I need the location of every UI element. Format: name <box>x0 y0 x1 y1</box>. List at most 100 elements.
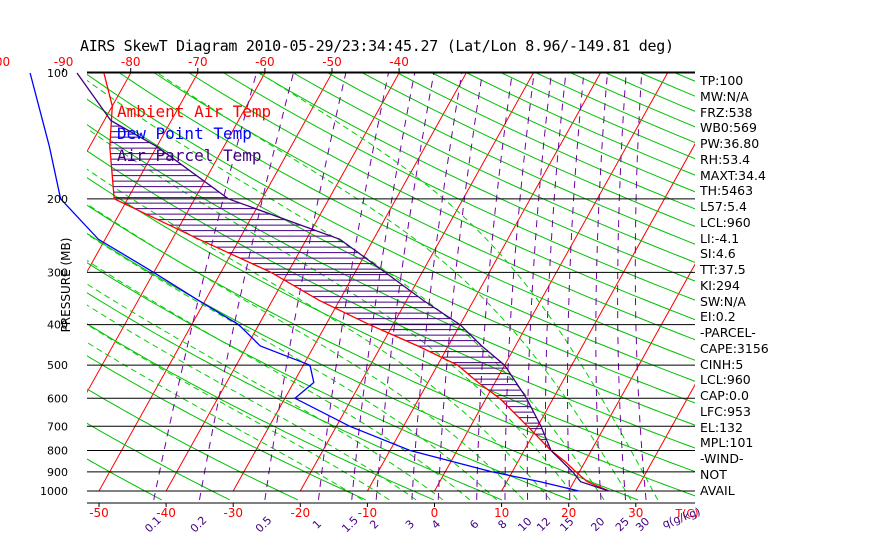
pressure-tick-label: 200 <box>47 193 68 206</box>
isotherm-line <box>165 72 400 492</box>
chart-title: AIRS SkewT Diagram 2010-05-29/23:34:45.2… <box>80 37 674 55</box>
mixing-ratio-line <box>318 72 389 500</box>
isotherm-line <box>87 72 266 394</box>
mixing-ratio-label: 3 <box>403 517 417 531</box>
mixing-ratio-line <box>595 72 608 500</box>
background-lines <box>87 72 870 501</box>
index-item: AVAIL <box>700 482 735 498</box>
ambient-temp-line <box>103 72 610 492</box>
mixing-ratio-label: 4 <box>429 517 443 531</box>
mixing-ratio-label: 6 <box>467 517 481 531</box>
dry-adiabat <box>223 72 695 301</box>
index-item: TT:37.5 <box>700 262 746 277</box>
top-tick-label: -60 <box>255 55 275 69</box>
y-axis-label: PRESSURE (MB) <box>59 237 73 333</box>
parcel-temp-line <box>76 72 610 492</box>
moist-adiabat <box>87 341 363 501</box>
pressure-tick-label: 100 <box>47 67 68 80</box>
pressure-tick-label: 1000 <box>40 485 68 498</box>
bottom-tick-label: 10 <box>494 506 509 520</box>
dry-adiabat <box>87 323 435 501</box>
mixing-ratio-label: 0.5 <box>253 514 275 536</box>
legend-entry-parcel: Air Parcel Temp <box>117 146 262 165</box>
moist-adiabat <box>87 128 578 501</box>
mixing-ratio-line <box>567 72 585 500</box>
top-tick-label: -40 <box>389 55 409 69</box>
mixing-ratio-line <box>351 72 416 500</box>
index-item: LFC:953 <box>700 403 751 419</box>
mixing-ratio-line <box>476 72 513 500</box>
mixing-ratio-line <box>199 72 294 500</box>
index-item: CAPE:3156 <box>700 340 769 356</box>
isotherm-line <box>568 263 695 492</box>
dry-adiabat <box>397 72 695 210</box>
moist-adiabat <box>87 203 524 501</box>
index-item: MW:N/A <box>700 88 749 104</box>
mixing-ratio-label: 10 <box>515 515 534 534</box>
bottom-tick-label: -40 <box>156 506 176 520</box>
dry-adiabat <box>87 388 299 501</box>
dry-adiabat <box>780 73 870 500</box>
bottom-tick-label: 0 <box>431 506 439 520</box>
mixing-ratio-label: 20 <box>588 515 607 534</box>
cape-hatching <box>109 125 549 446</box>
moist-adiabat <box>87 304 417 501</box>
moist-adiabat <box>87 283 444 501</box>
index-item: WB0:569 <box>700 120 757 136</box>
dry-adiabat <box>119 72 695 361</box>
isotherm-line <box>87 72 132 153</box>
legend-entry-ambient: Ambient Air Temp <box>117 102 272 121</box>
pressure-tick-label: 700 <box>47 420 68 433</box>
index-item: LI:-4.1 <box>700 230 740 246</box>
dry-adiabat <box>87 98 695 404</box>
index-item: L57:5.4 <box>700 199 747 214</box>
bottom-tick-label: -30 <box>223 506 243 520</box>
mixing-ratio-line <box>411 72 463 500</box>
isotherm-line <box>434 72 668 492</box>
dry-adiabat <box>87 124 695 426</box>
dewpoint-line <box>29 72 579 492</box>
index-item: TP:100 <box>700 73 744 88</box>
top-tick-label: -70 <box>188 55 208 69</box>
dry-adiabat <box>87 355 367 501</box>
index-item: CINH:5 <box>700 356 744 372</box>
pressure-tick-label: 300 <box>47 266 68 279</box>
dry-adiabat <box>293 72 695 263</box>
moist-adiabat <box>87 323 390 501</box>
dry-adiabat <box>87 73 695 382</box>
mixing-ratio-line <box>526 72 552 500</box>
mixing-ratio-line <box>634 72 647 500</box>
mixing-ratio-line <box>264 72 347 500</box>
isotherm-line <box>635 383 695 492</box>
mixing-ratio-label: 2 <box>367 517 381 531</box>
pressure-tick-label: 600 <box>47 392 68 405</box>
moist-adiabat <box>155 72 632 501</box>
mixing-ratio-line <box>504 72 535 500</box>
dry-adiabat <box>87 292 503 501</box>
index-item: FRZ:538 <box>700 104 753 120</box>
legend: Ambient Air Temp Dew Point Temp Air Parc… <box>117 101 271 167</box>
moist-adiabat <box>87 168 551 501</box>
mixing-ratio-label: 0.2 <box>188 514 210 536</box>
mixing-ratio-line <box>437 72 483 500</box>
index-item: SI:4.6 <box>700 246 736 262</box>
index-item: EI:0.2 <box>700 309 736 325</box>
bottom-tick-label: 30 <box>628 506 643 520</box>
pressure-tick-label: 400 <box>47 319 68 332</box>
x-axis-label: T(C) <box>675 507 699 520</box>
top-tick-label: -100 <box>0 55 10 69</box>
index-item: PW:36.80 <box>700 136 760 151</box>
mixing-ratio-line <box>544 72 567 500</box>
index-item: -PARCEL- <box>700 325 756 340</box>
index-item: SW:N/A <box>700 293 746 309</box>
pressure-tick-label: 500 <box>47 359 68 372</box>
series-lines <box>29 72 610 492</box>
bottom-tick-label: -10 <box>358 506 378 520</box>
index-item: CAP:0.0 <box>700 388 749 403</box>
bottom-tick-label: -50 <box>89 506 109 520</box>
moist-adiabat <box>87 79 605 501</box>
bottom-tick-label: 20 <box>561 506 576 520</box>
moist-adiabat <box>87 259 471 501</box>
bottom-tick-label: -20 <box>290 506 310 520</box>
